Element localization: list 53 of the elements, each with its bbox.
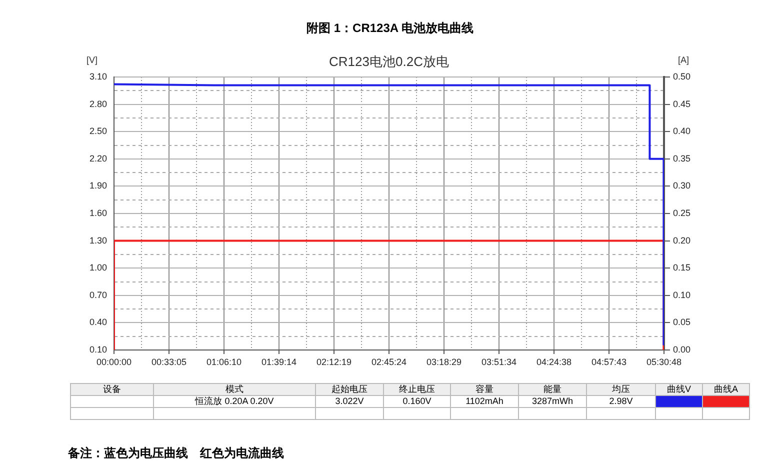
y2-tick-label: 0.40 <box>673 126 691 136</box>
y2-tick-label: 0.20 <box>673 235 691 246</box>
text: 备注：蓝色为电压曲线 红色为电流曲线 <box>68 445 284 462</box>
y-tick-label: 1.00 <box>89 262 107 273</box>
y2-tick-label: 0.30 <box>673 180 691 191</box>
x-tick-label: 02:45:24 <box>371 356 407 367</box>
y-tick-label: 1.30 <box>89 235 107 246</box>
y-tick-label: 0.10 <box>89 344 107 354</box>
text: 0.160V <box>384 396 450 408</box>
x-tick-label: 02:12:19 <box>316 356 352 367</box>
chart-title: 附图 1：CR123A 电池放电曲线 <box>306 20 474 37</box>
y2-tick-label: 0.05 <box>673 317 691 328</box>
x-tick-label: 00:33:05 <box>151 356 187 367</box>
y-tick-label: 2.80 <box>89 98 107 109</box>
text: 曲线V <box>656 384 702 396</box>
y2-tick-label: 0.10 <box>673 290 691 300</box>
y-tick-label: 1.60 <box>89 208 107 218</box>
text: 均压 <box>586 384 656 396</box>
x-tick-label: 00:00:00 <box>96 356 132 367</box>
y2-tick-label: 0.00 <box>673 344 691 354</box>
y-tick-label: 2.20 <box>89 153 107 164</box>
text: 3.022V <box>316 396 384 408</box>
x-tick-label: 01:39:14 <box>261 356 297 367</box>
x-tick-label: 04:57:43 <box>591 356 627 367</box>
text: 恒流放 0.20A 0.20V <box>154 396 316 408</box>
chart-subtitle: CR123电池0.2C放电 <box>329 54 449 70</box>
x-tick-label: 04:24:38 <box>536 356 572 367</box>
y-tick-label: 0.70 <box>89 290 107 300</box>
y2-tick-label: 0.25 <box>673 208 691 218</box>
x-tick-label: 03:51:34 <box>481 356 517 367</box>
y-tick-label: 3.10 <box>89 71 107 82</box>
text: 设备 <box>70 384 154 396</box>
text: 能量 <box>518 384 586 396</box>
y2-tick-label: 0.35 <box>673 153 691 164</box>
text: 终止电压 <box>384 384 450 396</box>
y-tick-label: 2.50 <box>89 126 107 136</box>
text: 模式 <box>154 384 316 396</box>
y2-tick-label: 0.45 <box>673 98 691 109</box>
text: 曲线A <box>702 384 750 396</box>
y-tick-label: 0.40 <box>89 317 107 328</box>
x-tick-label: 05:30:48 <box>646 356 682 367</box>
y2-axis-title: [A] <box>678 54 690 65</box>
x-tick-label: 03:18:29 <box>426 356 462 367</box>
text: 1102mAh <box>450 396 518 408</box>
text: 2.98V <box>586 396 656 408</box>
y2-tick-label: 0.15 <box>673 262 691 273</box>
text: 3287mWh <box>518 396 586 408</box>
y-tick-label: 1.90 <box>89 180 107 191</box>
y2-tick-label: 0.50 <box>673 71 691 82</box>
y-axis-title: [V] <box>86 54 98 65</box>
text: 容量 <box>450 384 518 396</box>
x-tick-label: 01:06:10 <box>206 356 242 367</box>
text: 起始电压 <box>316 384 384 396</box>
